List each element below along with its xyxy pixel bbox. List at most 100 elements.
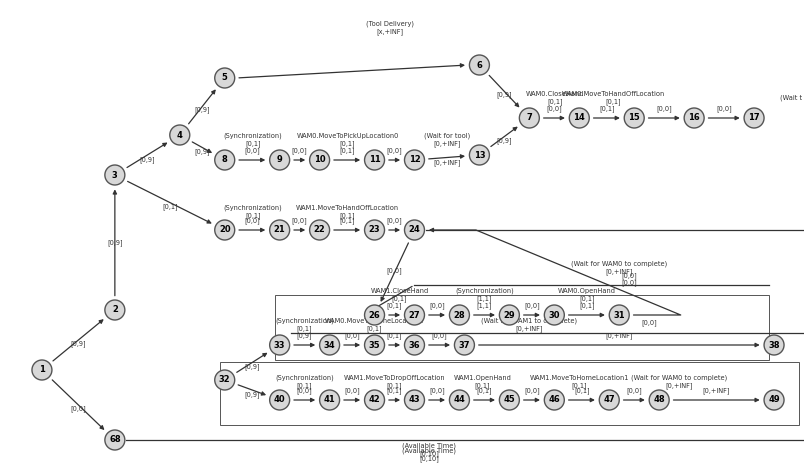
Text: WAM1.OpenHand
[0,1]: WAM1.OpenHand [0,1] bbox=[453, 375, 511, 389]
Text: (Wait for WAM1 to complete)
[0,+INF]: (Wait for WAM1 to complete) [0,+INF] bbox=[481, 318, 577, 332]
Text: WAM1.MoveToHandOffLocation
[0,1]: WAM1.MoveToHandOffLocation [0,1] bbox=[296, 205, 399, 219]
Text: 31: 31 bbox=[613, 310, 625, 319]
Text: 14: 14 bbox=[573, 113, 585, 122]
Circle shape bbox=[404, 305, 424, 325]
Circle shape bbox=[105, 300, 125, 320]
Text: WAM0.MoveToHomeLocation0
[0,1]: WAM0.MoveToHomeLocation0 [0,1] bbox=[324, 318, 424, 332]
Circle shape bbox=[215, 68, 235, 88]
Text: [0,0]: [0,0] bbox=[621, 280, 637, 287]
Text: 35: 35 bbox=[369, 340, 380, 349]
Circle shape bbox=[455, 335, 474, 355]
Circle shape bbox=[270, 390, 290, 410]
Circle shape bbox=[270, 335, 290, 355]
Text: 17: 17 bbox=[749, 113, 760, 122]
Text: [0,0]: [0,0] bbox=[547, 106, 562, 113]
Text: [0,0]: [0,0] bbox=[244, 148, 260, 154]
Circle shape bbox=[365, 220, 385, 240]
Circle shape bbox=[105, 430, 125, 450]
Text: 2: 2 bbox=[112, 305, 118, 315]
Text: WAM0.CloseHand
[0,1]: WAM0.CloseHand [0,1] bbox=[526, 91, 584, 105]
Circle shape bbox=[170, 125, 190, 145]
Text: [0,0]: [0,0] bbox=[345, 333, 360, 340]
Text: 12: 12 bbox=[409, 156, 420, 165]
Circle shape bbox=[365, 335, 385, 355]
Text: (Synchronization)
[1,1]: (Synchronization) [1,1] bbox=[455, 288, 514, 302]
Text: [0,+INF]: [0,+INF] bbox=[605, 333, 633, 340]
Text: 34: 34 bbox=[324, 340, 336, 349]
Text: 21: 21 bbox=[274, 226, 286, 234]
Text: [0,9]: [0,9] bbox=[297, 333, 312, 340]
Circle shape bbox=[270, 150, 290, 170]
Text: 47: 47 bbox=[604, 395, 615, 404]
Text: 24: 24 bbox=[409, 226, 420, 234]
Text: [0,9]: [0,9] bbox=[245, 363, 260, 370]
Text: [0,9]: [0,9] bbox=[497, 137, 512, 144]
Text: [0,+INF]: [0,+INF] bbox=[703, 387, 730, 394]
Text: (Synchronization)
[0,1]: (Synchronization) [0,1] bbox=[275, 375, 334, 389]
Text: 7: 7 bbox=[526, 113, 532, 122]
Text: [0,0]: [0,0] bbox=[291, 148, 308, 154]
Circle shape bbox=[569, 108, 589, 128]
Text: [0,9]: [0,9] bbox=[245, 391, 260, 398]
Text: [0,0]: [0,0] bbox=[429, 303, 445, 310]
Circle shape bbox=[32, 360, 52, 380]
Text: [0,9]: [0,9] bbox=[195, 106, 210, 113]
Text: 22: 22 bbox=[314, 226, 325, 234]
Circle shape bbox=[404, 335, 424, 355]
Circle shape bbox=[105, 165, 125, 185]
Text: [0,1]: [0,1] bbox=[574, 387, 589, 394]
Circle shape bbox=[404, 220, 424, 240]
Text: 27: 27 bbox=[409, 310, 420, 319]
Text: 45: 45 bbox=[503, 395, 515, 404]
Circle shape bbox=[215, 220, 235, 240]
Text: 29: 29 bbox=[504, 310, 515, 319]
Text: [0,1]: [0,1] bbox=[599, 106, 614, 113]
Text: 6: 6 bbox=[477, 61, 482, 69]
Text: [0,0]: [0,0] bbox=[626, 387, 642, 394]
Text: 30: 30 bbox=[548, 310, 560, 319]
Text: [0,9]: [0,9] bbox=[497, 91, 512, 98]
Circle shape bbox=[449, 390, 469, 410]
Text: [0,0]: [0,0] bbox=[297, 387, 312, 394]
Circle shape bbox=[469, 55, 489, 75]
Text: 1: 1 bbox=[39, 365, 45, 375]
Text: 26: 26 bbox=[369, 310, 381, 319]
Text: 36: 36 bbox=[409, 340, 420, 349]
Circle shape bbox=[544, 390, 564, 410]
Text: 33: 33 bbox=[274, 340, 286, 349]
Circle shape bbox=[320, 390, 340, 410]
Circle shape bbox=[519, 108, 539, 128]
Circle shape bbox=[744, 108, 764, 128]
Circle shape bbox=[449, 305, 469, 325]
Text: 40: 40 bbox=[274, 395, 286, 404]
Text: 10: 10 bbox=[314, 156, 325, 165]
Text: [0,9]: [0,9] bbox=[139, 156, 155, 163]
Text: (Wait for WAM0 to complete)
[0,+INF]: (Wait for WAM0 to complete) [0,+INF] bbox=[631, 375, 727, 389]
Text: [0,0]: [0,0] bbox=[642, 320, 657, 326]
Text: 15: 15 bbox=[629, 113, 640, 122]
Text: (Available Time)
[0,10]: (Available Time) [0,10] bbox=[402, 443, 456, 457]
Circle shape bbox=[365, 390, 385, 410]
Text: [0,1]: [0,1] bbox=[339, 148, 355, 154]
Circle shape bbox=[624, 108, 644, 128]
Text: 42: 42 bbox=[369, 395, 381, 404]
Text: WAM0.MoveToHandOffLocation
[0,1]: WAM0.MoveToHandOffLocation [0,1] bbox=[562, 91, 665, 105]
Text: [0,0]: [0,0] bbox=[386, 267, 402, 274]
Circle shape bbox=[609, 305, 630, 325]
Bar bbox=[275, 295, 769, 360]
Circle shape bbox=[764, 335, 784, 355]
Text: 49: 49 bbox=[768, 395, 780, 404]
Text: [0,0]: [0,0] bbox=[386, 148, 402, 154]
Circle shape bbox=[684, 108, 704, 128]
Text: [0,0]: [0,0] bbox=[386, 218, 402, 224]
Text: [0,0]: [0,0] bbox=[621, 272, 637, 280]
Text: [0,1]: [0,1] bbox=[339, 218, 355, 224]
Bar bbox=[220, 362, 799, 425]
Text: 38: 38 bbox=[768, 340, 780, 349]
Circle shape bbox=[310, 150, 329, 170]
Text: [0,0]: [0,0] bbox=[524, 303, 539, 310]
Circle shape bbox=[365, 150, 385, 170]
Text: (Wait t: (Wait t bbox=[780, 95, 802, 101]
Text: WAM1.CloseHand
[0,1]: WAM1.CloseHand [0,1] bbox=[370, 288, 428, 302]
Text: 37: 37 bbox=[459, 340, 470, 349]
